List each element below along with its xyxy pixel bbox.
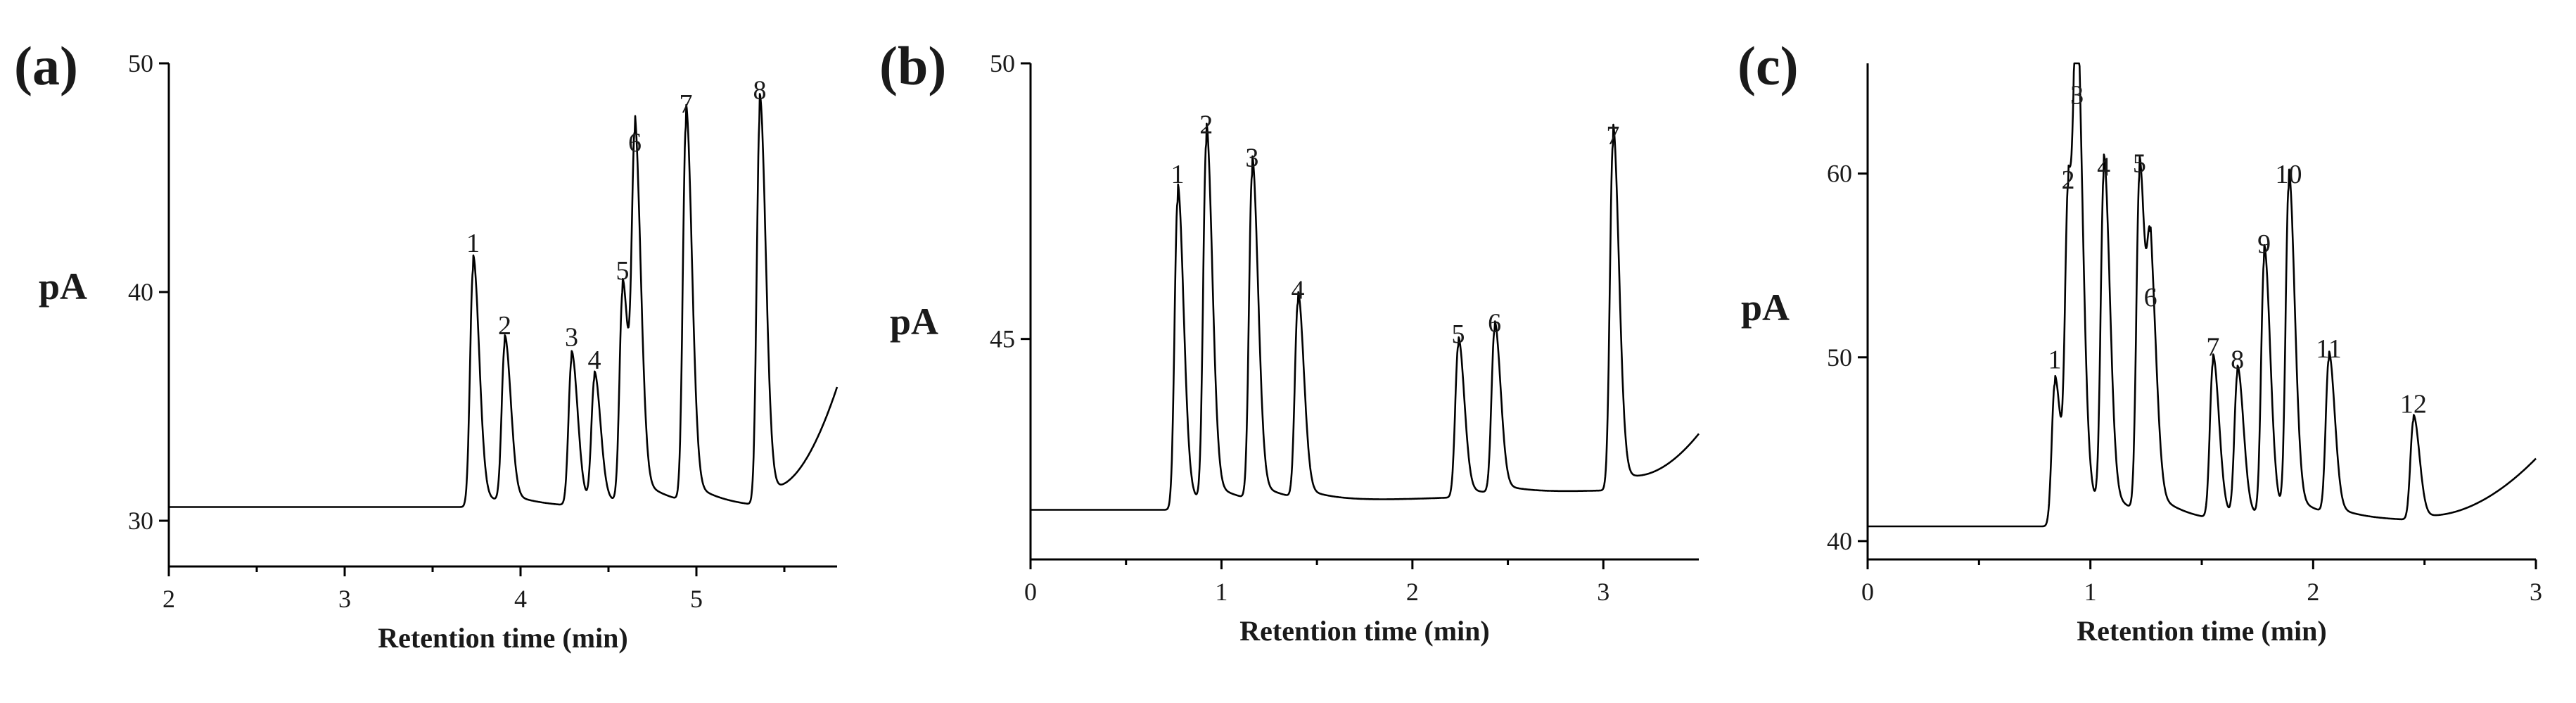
peak-label: 11 [2316,334,2342,364]
peak-label: 9 [2257,229,2271,259]
peak-label: 5 [1452,319,1465,349]
y-tick-label: 50 [990,49,1015,77]
peak-label: 7 [2206,332,2219,362]
y-tick-label: 50 [1827,343,1852,372]
x-tick-label: 5 [690,585,703,613]
y-tick-label: 40 [128,278,153,306]
peak-label: 4 [2097,153,2110,182]
x-tick-label: 3 [2530,578,2542,606]
peak-label: 5 [2133,148,2146,178]
x-tick-label: 3 [1597,578,1609,606]
y-axis-label: pA [39,265,87,308]
y-tick-label: 45 [990,325,1015,353]
peak-label: 4 [588,346,601,375]
peak-label: 2 [1199,110,1213,140]
chromatogram-trace [1030,122,1700,511]
peak-label: 10 [2276,160,2302,189]
peak-label: 6 [2144,283,2157,312]
panel-label: (b) [879,35,946,96]
peak-label: 7 [680,89,693,119]
y-tick-label: 30 [128,507,153,535]
peak-label: 3 [2070,81,2084,110]
x-tick-label: 3 [338,585,351,613]
chromatogram-trace [168,93,839,508]
x-axis-label: Retention time (min) [378,622,627,654]
peak-label: 12 [2400,389,2427,419]
x-tick-label: 2 [162,585,175,613]
x-tick-label: 2 [1406,578,1419,606]
chromatogram-trace [1867,62,2537,528]
peak-label: 8 [753,75,767,105]
peak-label: 5 [616,256,630,286]
x-tick-label: 2 [2307,578,2319,606]
peak-label: 2 [498,311,511,341]
y-tick-label: 60 [1827,160,1852,188]
y-axis-label: pA [1741,286,1790,329]
peak-label: 6 [1488,309,1501,338]
x-tick-label: 1 [2084,578,2097,606]
peak-label: 1 [2048,346,2062,375]
x-tick-label: 1 [1215,578,1228,606]
peak-label: 8 [2231,346,2244,375]
y-tick-label: 40 [1827,527,1852,555]
peak-label: 1 [466,229,480,258]
peak-label: 3 [1245,144,1258,173]
x-tick-label: 0 [1024,578,1037,606]
peak-label: 7 [1606,121,1619,151]
peak-label: 4 [1292,276,1305,305]
x-tick-label: 0 [1861,578,1874,606]
x-tick-label: 4 [514,585,527,613]
y-axis-label: pA [890,300,938,343]
panel-label: (c) [1737,35,1799,96]
peak-label: 1 [1171,160,1185,189]
peak-label: 6 [628,128,642,158]
x-axis-label: Retention time (min) [2077,615,2326,647]
x-axis-label: Retention time (min) [1239,615,1489,647]
peak-label: 2 [2062,165,2075,195]
panel-label: (a) [14,35,78,96]
y-tick-label: 50 [128,49,153,77]
peak-label: 3 [565,322,578,352]
